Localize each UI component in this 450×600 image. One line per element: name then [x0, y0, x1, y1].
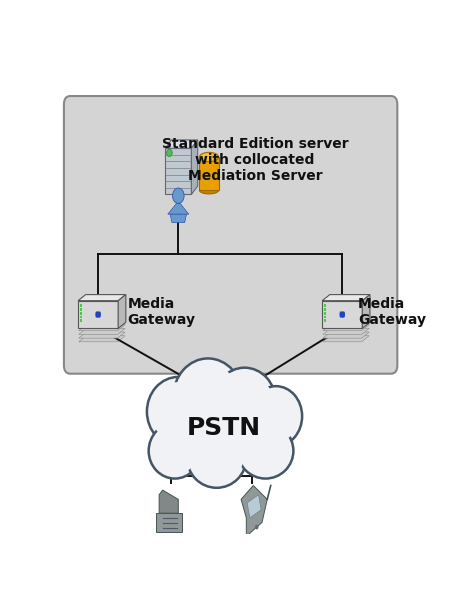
Polygon shape	[79, 325, 125, 331]
FancyBboxPatch shape	[324, 308, 326, 311]
Ellipse shape	[199, 152, 219, 161]
Ellipse shape	[238, 423, 293, 479]
Polygon shape	[323, 336, 369, 342]
FancyBboxPatch shape	[324, 304, 326, 307]
Circle shape	[255, 525, 258, 529]
FancyBboxPatch shape	[199, 157, 219, 190]
Ellipse shape	[187, 428, 246, 488]
Polygon shape	[323, 325, 369, 331]
FancyBboxPatch shape	[80, 312, 82, 314]
Polygon shape	[118, 295, 126, 328]
FancyBboxPatch shape	[80, 319, 82, 322]
Ellipse shape	[190, 432, 243, 483]
Polygon shape	[323, 332, 369, 338]
FancyBboxPatch shape	[80, 308, 82, 311]
Polygon shape	[247, 495, 261, 518]
Ellipse shape	[150, 382, 207, 441]
Ellipse shape	[240, 427, 291, 475]
Ellipse shape	[151, 427, 198, 475]
Ellipse shape	[148, 423, 201, 479]
Text: PSTN: PSTN	[187, 416, 261, 440]
Polygon shape	[79, 332, 125, 338]
Text: Standard Edition server
with collocated
Mediation Server: Standard Edition server with collocated …	[162, 137, 348, 183]
Ellipse shape	[158, 400, 290, 465]
Polygon shape	[79, 336, 125, 342]
Circle shape	[166, 149, 172, 157]
Text: Media
Gateway: Media Gateway	[358, 297, 426, 328]
Polygon shape	[241, 485, 267, 536]
FancyBboxPatch shape	[324, 316, 326, 319]
Ellipse shape	[213, 368, 276, 437]
Polygon shape	[191, 140, 198, 194]
Ellipse shape	[216, 373, 273, 432]
Polygon shape	[170, 214, 186, 223]
Polygon shape	[156, 513, 182, 532]
FancyBboxPatch shape	[80, 304, 82, 307]
Polygon shape	[79, 328, 125, 334]
Polygon shape	[323, 328, 369, 334]
Polygon shape	[78, 301, 118, 328]
Polygon shape	[78, 295, 126, 301]
Polygon shape	[165, 148, 191, 194]
FancyBboxPatch shape	[324, 312, 326, 314]
FancyBboxPatch shape	[64, 96, 397, 374]
Polygon shape	[165, 140, 198, 148]
FancyBboxPatch shape	[80, 316, 82, 319]
Ellipse shape	[147, 377, 210, 446]
Ellipse shape	[176, 364, 239, 431]
Polygon shape	[322, 301, 362, 328]
Polygon shape	[362, 295, 370, 328]
Circle shape	[172, 188, 184, 203]
Ellipse shape	[252, 391, 300, 442]
Polygon shape	[168, 203, 189, 214]
Polygon shape	[159, 490, 178, 513]
FancyBboxPatch shape	[324, 319, 326, 322]
Ellipse shape	[199, 187, 219, 194]
Ellipse shape	[161, 404, 287, 460]
Text: Media
Gateway: Media Gateway	[128, 297, 196, 328]
Ellipse shape	[173, 358, 243, 437]
Ellipse shape	[250, 386, 302, 446]
Polygon shape	[322, 295, 370, 301]
